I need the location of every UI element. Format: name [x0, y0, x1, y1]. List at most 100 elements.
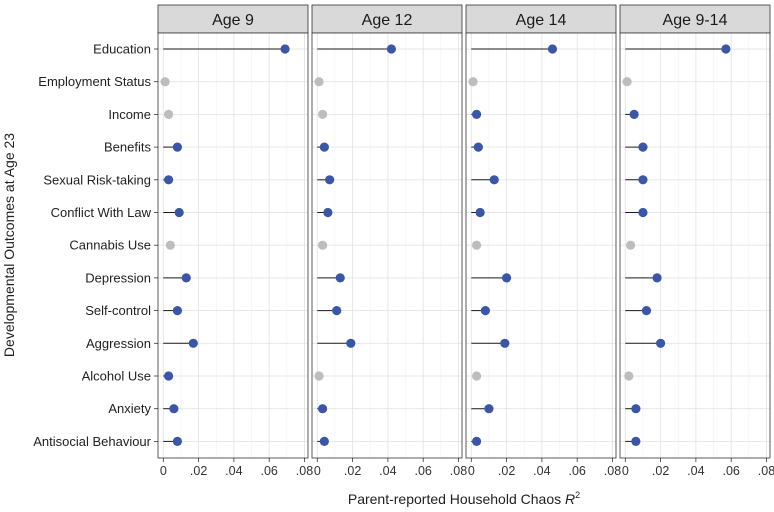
panel-title: Age 12 — [362, 12, 413, 29]
lollipop-point — [471, 436, 482, 446]
x-tick-label: .08 — [758, 464, 774, 478]
lollipop-point — [314, 77, 324, 87]
x-tick-label: .08 — [604, 464, 621, 478]
lollipop-point — [638, 142, 648, 152]
category-label: Sexual Risk-taking — [43, 172, 151, 187]
lollipop-point — [314, 371, 324, 381]
lollipop-point — [631, 436, 641, 446]
lollipop-point — [629, 109, 639, 119]
category-label: Aggression — [86, 336, 151, 351]
lollipop-point — [319, 436, 329, 446]
category-label: Alcohol Use — [82, 369, 151, 384]
lollipop-point — [500, 338, 510, 348]
lollipop-point — [317, 240, 328, 250]
category-label: Antisocial Behaviour — [33, 434, 151, 449]
lollipop-point — [473, 142, 483, 152]
lollipop-point — [484, 404, 494, 414]
lollipop-point — [323, 207, 333, 218]
lollipop-point — [721, 44, 731, 54]
category-label: Self-control — [85, 303, 151, 318]
x-tick-label: .08 — [296, 464, 313, 478]
x-tick-label: .06 — [260, 464, 277, 478]
lollipop-point — [625, 240, 636, 250]
lollipop-point — [631, 404, 641, 414]
y-axis-title: Developmental Outcomes at Age 23 — [1, 133, 17, 357]
lollipop-point — [471, 371, 482, 381]
lollipop-point — [172, 142, 183, 152]
lollipop-point — [163, 175, 174, 185]
lollipop-point — [163, 371, 174, 381]
lollipop-point — [280, 44, 290, 54]
panel-strip — [465, 4, 617, 34]
category-label: Education — [93, 42, 151, 57]
x-tick-label: .06 — [414, 464, 431, 478]
lollipop-point — [489, 175, 499, 185]
x-axis-title-text: Parent-reported Household Chaos — [348, 491, 565, 507]
panel-title: Age 14 — [516, 12, 567, 29]
x-axis-title-symbol: R — [565, 491, 575, 507]
lollipop-point — [163, 109, 174, 119]
x-tick-label: 0 — [160, 464, 167, 478]
lollipop-point — [160, 77, 170, 87]
category-label: Conflict With Law — [51, 205, 152, 220]
panel-title: Age 9 — [212, 12, 254, 29]
lollipop-point — [471, 109, 482, 119]
lollipop-point — [641, 306, 652, 316]
lollipop-point — [165, 240, 175, 250]
lollipop-point — [169, 404, 179, 414]
category-label: Cannabis Use — [69, 238, 151, 253]
lollipop-point — [174, 207, 184, 218]
panel-strip — [619, 4, 771, 34]
lollipop-point — [346, 338, 356, 348]
x-axis-title-superscript: 2 — [575, 490, 580, 500]
lollipop-point — [501, 273, 512, 283]
x-tick-label: .06 — [568, 464, 585, 478]
lollipop-point — [181, 273, 191, 283]
lollipop-point — [325, 175, 335, 185]
panel-0: Age 9 0 .02 .04 .06 .08 — [157, 4, 313, 478]
lollipop-point — [652, 273, 662, 283]
lollipop-point — [172, 436, 183, 446]
lollipop-point — [480, 306, 491, 316]
panel-2: Age 14 0 .02 .04 .06 .08 — [465, 4, 621, 478]
x-tick-label: .02 — [190, 464, 207, 478]
category-label: Income — [108, 107, 151, 122]
category-label: Anxiety — [108, 401, 151, 416]
lollipop-point — [638, 207, 648, 218]
panel-title: Age 9-14 — [663, 12, 728, 29]
lollipop-point — [475, 207, 485, 218]
panel-border — [465, 32, 617, 459]
x-tick-label: .04 — [533, 464, 550, 478]
x-tick-label: 0 — [468, 464, 475, 478]
lollipop-point — [622, 77, 632, 87]
category-label: Employment Status — [38, 74, 151, 89]
lollipop-point — [317, 109, 328, 119]
panel-strip — [311, 4, 463, 34]
x-tick-label: .08 — [450, 464, 467, 478]
lollipop-point — [319, 142, 329, 152]
lollipop-point — [386, 44, 397, 54]
lollipop-point — [172, 306, 183, 316]
panel-border — [619, 32, 771, 459]
x-tick-label: 0 — [622, 464, 629, 478]
panel-strip — [157, 4, 309, 34]
x-tick-label: 0 — [314, 464, 321, 478]
lollipop-point — [468, 77, 478, 87]
lollipop-point — [624, 371, 634, 381]
x-tick-label: .02 — [652, 464, 669, 478]
category-label: Depression — [85, 270, 151, 285]
lollipop-point — [317, 404, 328, 414]
x-tick-label: .04 — [379, 464, 396, 478]
category-labels: Education Employment Status Income Benefits… — [33, 42, 158, 449]
panel-border — [311, 32, 463, 459]
lollipop-point — [335, 273, 345, 283]
lollipop-point — [655, 338, 666, 348]
x-tick-label: .06 — [722, 464, 739, 478]
lollipop-point — [638, 175, 648, 185]
lollipop-point — [332, 306, 342, 316]
x-tick-label: .04 — [225, 464, 242, 478]
lollipop-point — [471, 240, 482, 250]
category-label: Benefits — [104, 140, 151, 155]
